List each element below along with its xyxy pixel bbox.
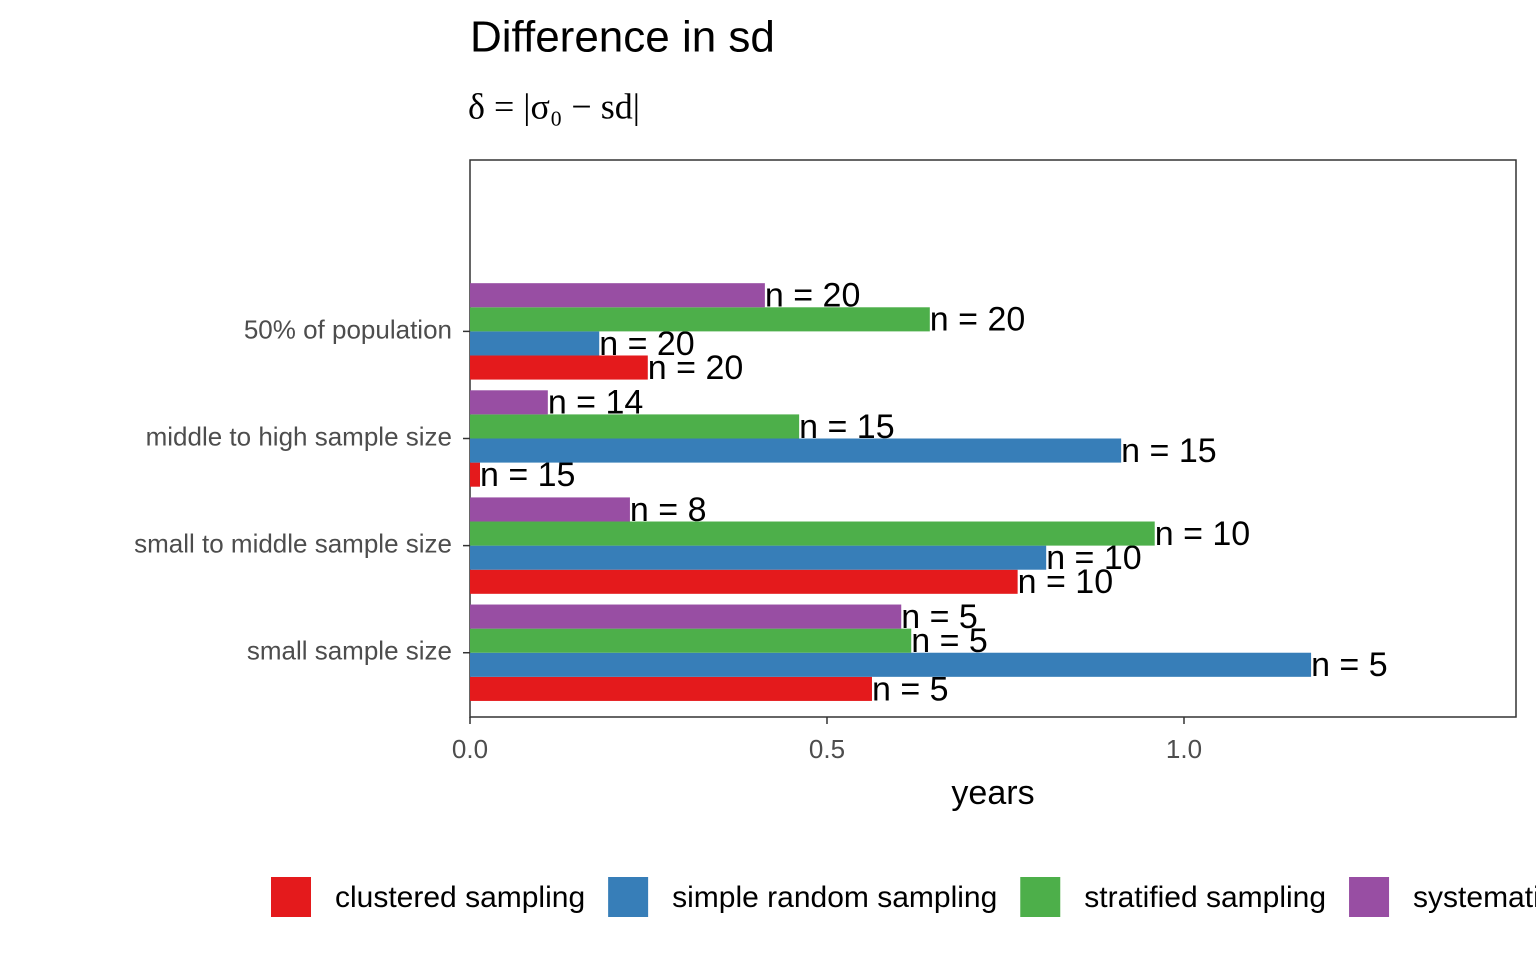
x-tick-label: 1.0 [1166, 734, 1202, 764]
legend-label: systematic sampling [1413, 881, 1536, 914]
y-tick-label: 50% of population [244, 314, 452, 344]
bar [470, 462, 480, 487]
y-tick-label: middle to high sample size [146, 421, 452, 451]
bar [470, 390, 548, 415]
bar-label: n = 10 [1155, 515, 1250, 553]
bar-label: n = 20 [930, 301, 1025, 339]
bar-label: n = 14 [548, 384, 643, 422]
legend-swatch [1020, 877, 1061, 917]
y-tick-label: small to middle sample size [134, 528, 452, 558]
legend-swatch [271, 877, 311, 917]
bar [470, 569, 1018, 594]
bar [470, 497, 630, 522]
bar [470, 545, 1047, 570]
bar [470, 604, 902, 629]
bar [470, 652, 1312, 677]
bar-label: n = 20 [648, 349, 743, 387]
legend-label: clustered sampling [335, 881, 585, 914]
x-axis-title: years [951, 774, 1034, 812]
x-tick-label: 0.5 [809, 734, 845, 764]
chart-subtitle: δ = |σ₀ − sd| [468, 86, 640, 126]
bar-label: n = 15 [1121, 432, 1216, 470]
bar-label: n = 5 [911, 622, 988, 660]
bar-label: n = 5 [901, 598, 978, 636]
bar [470, 355, 648, 380]
bar [470, 628, 912, 653]
bar [470, 331, 600, 356]
bar-label: n = 15 [799, 408, 894, 446]
x-tick-label: 0.0 [452, 734, 488, 764]
bar [470, 521, 1155, 546]
bar [470, 283, 765, 308]
legend-swatch [1349, 877, 1390, 917]
legend-swatch [608, 877, 649, 917]
bar [470, 307, 930, 332]
bar-label: n = 8 [630, 491, 707, 529]
bar-label: n = 20 [765, 277, 860, 315]
bar [470, 414, 800, 439]
legend-label: stratified sampling [1084, 881, 1326, 914]
bar [470, 676, 872, 701]
y-tick-label: small sample size [247, 636, 452, 666]
chart-title: Difference in sd [470, 13, 775, 62]
bar-label: n = 5 [1311, 646, 1388, 684]
bar [470, 438, 1122, 463]
legend-label: simple random sampling [672, 881, 997, 914]
